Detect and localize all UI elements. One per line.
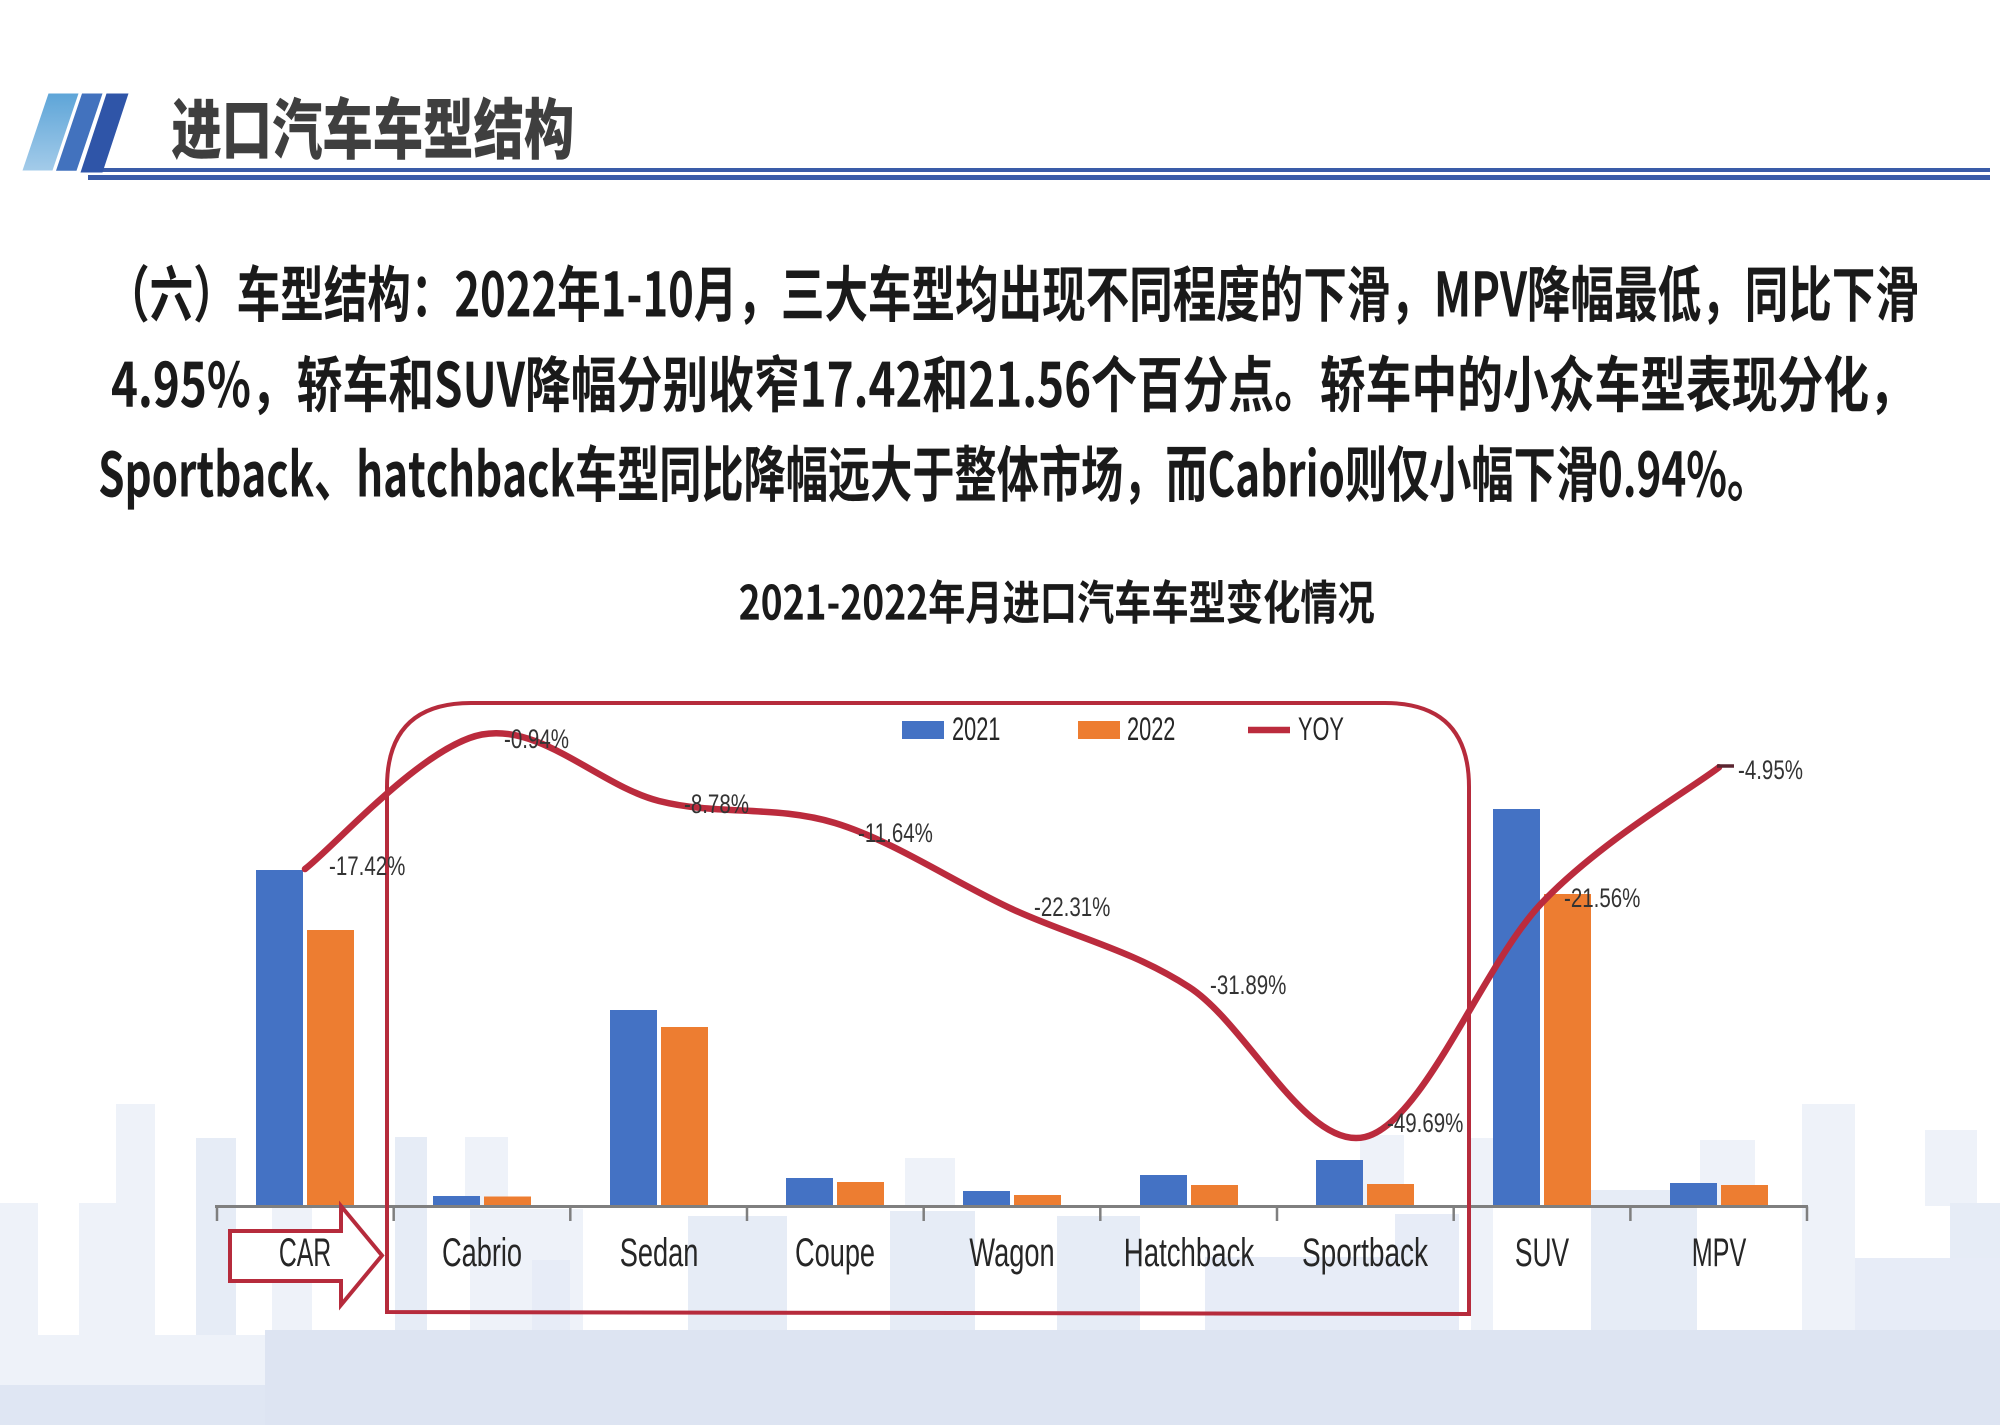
svg-text:Cabrio: Cabrio: [442, 1231, 522, 1275]
svg-text:-8.78%: -8.78%: [684, 789, 749, 819]
svg-text:Hatchback: Hatchback: [1124, 1231, 1255, 1275]
svg-text:-49.69%: -49.69%: [1387, 1108, 1463, 1138]
svg-text:Wagon: Wagon: [969, 1231, 1054, 1275]
svg-text:Sedan: Sedan: [620, 1231, 699, 1275]
svg-text:2022: 2022: [1127, 711, 1175, 747]
svg-text:SUV: SUV: [1515, 1231, 1570, 1276]
svg-text:-21.56%: -21.56%: [1564, 883, 1640, 913]
svg-text:YOY: YOY: [1298, 711, 1344, 747]
svg-text:-0.94%: -0.94%: [504, 724, 569, 754]
svg-text:-11.64%: -11.64%: [858, 818, 933, 848]
svg-text:-4.95%: -4.95%: [1738, 755, 1803, 785]
svg-text:Coupe: Coupe: [795, 1231, 875, 1275]
svg-text:-22.31%: -22.31%: [1034, 892, 1110, 922]
svg-text:CAR: CAR: [279, 1231, 331, 1275]
svg-text:Sportback: Sportback: [1302, 1231, 1429, 1275]
svg-text:-31.89%: -31.89%: [1210, 970, 1286, 1000]
svg-text:-17.42%: -17.42%: [329, 851, 405, 881]
svg-text:MPV: MPV: [1692, 1231, 1747, 1275]
svg-text:2021: 2021: [952, 711, 1000, 747]
